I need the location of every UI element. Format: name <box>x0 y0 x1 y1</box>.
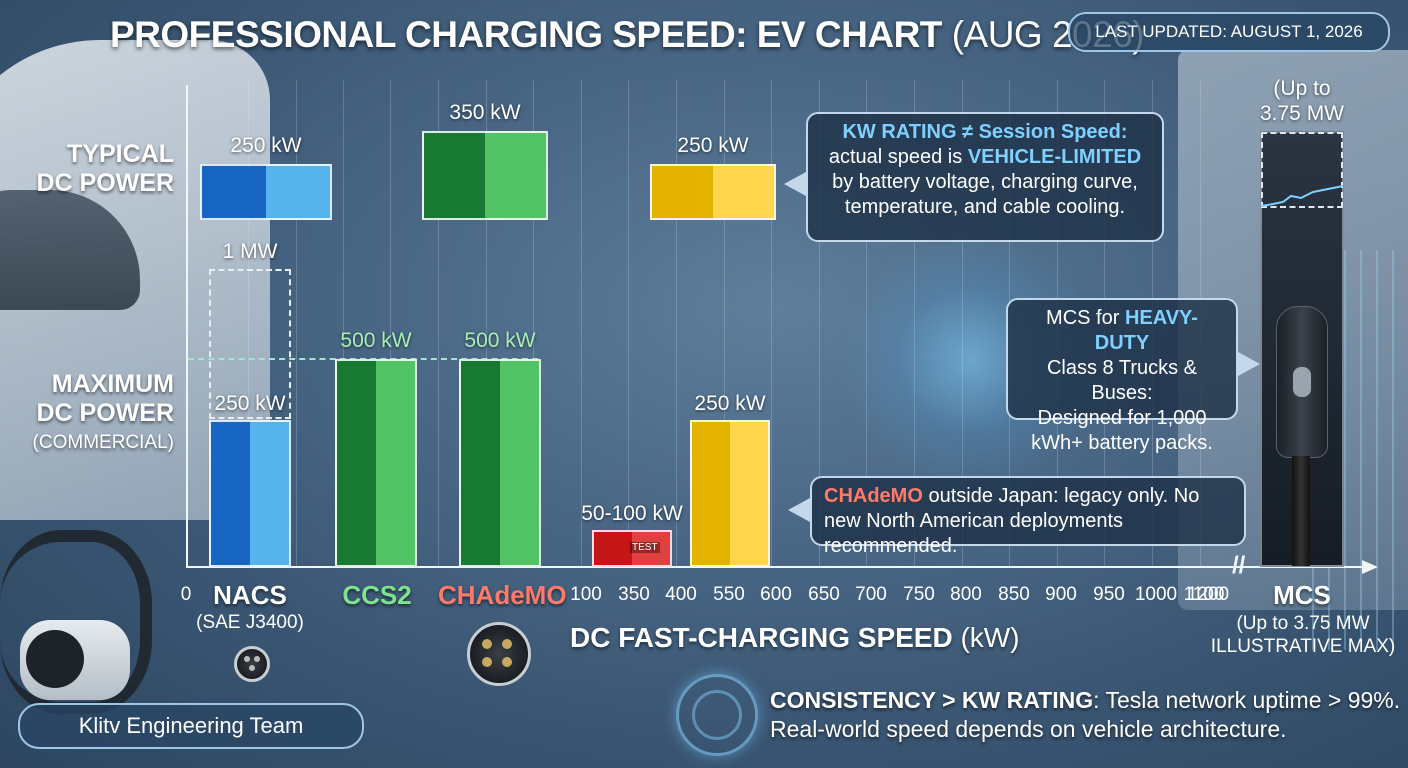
callout-chademo-pointer <box>788 498 810 522</box>
mcs-cable <box>1292 456 1310 566</box>
category-mcs: MCS <box>1273 580 1331 610</box>
gridline <box>486 80 487 567</box>
gridline <box>581 80 582 567</box>
bar-max-chademo <box>459 359 541 567</box>
test-tag: TEST <box>630 542 660 553</box>
bar-max-low <box>592 530 672 567</box>
tech-ring-inner-icon <box>692 690 742 740</box>
plug-illustration <box>20 620 130 700</box>
bar-typical-ccs2 <box>422 131 548 220</box>
label-typical-yellow: 250 kW <box>677 134 749 157</box>
max-row-label: MAXIMUM DC POWER (COMMERCIAL) <box>32 370 174 453</box>
bar-max-nacs <box>209 420 291 567</box>
gridline <box>914 80 915 567</box>
gridline <box>343 80 344 567</box>
bar-max-nacs-dashed <box>209 269 291 419</box>
label-typical-ccs2: 350 kW <box>449 101 521 124</box>
x-tick-550: 550 <box>713 584 745 605</box>
mcs-energy-line <box>1261 185 1343 207</box>
x-axis-label: DC FAST-CHARGING SPEED (kW) <box>570 622 1020 653</box>
nacs-connector-icon <box>234 646 270 682</box>
gridline <box>296 80 297 567</box>
label-mcs-top: (Up to 3.75 MW <box>1259 77 1345 125</box>
label-max-nacs: 250 kW <box>214 392 286 415</box>
category-mcs-sub: (Up to 3.75 MW ILLUSTRATIVE MAX) <box>1210 613 1396 657</box>
x-tick-750: 750 <box>903 584 935 605</box>
footer-note: CONSISTENCY > KW RATING: Tesla network u… <box>770 687 1401 742</box>
x-tick-350: 350 <box>618 584 650 605</box>
chademo-connector-icon <box>467 622 531 686</box>
gridline <box>438 80 439 567</box>
x-tick-1100: 1100 <box>1183 584 1225 605</box>
x-tick-650: 650 <box>808 584 840 605</box>
x-tick-0: 0 <box>180 584 192 605</box>
x-axis <box>186 566 1366 568</box>
x-tick-950: 950 <box>1093 584 1125 605</box>
category-nacs-sub: (SAE J3400) <box>196 612 304 633</box>
x-axis-arrow <box>1362 560 1378 574</box>
callout-kw-pointer <box>784 172 806 196</box>
gridline <box>724 80 725 567</box>
category-nacs: NACS <box>213 580 287 610</box>
bar-typical-yellow <box>650 164 776 220</box>
bar-max-ccs2 <box>335 359 417 567</box>
typical-row-label: TYPICAL DC POWER <box>36 140 175 197</box>
label-max-nacs-dashed: 1 MW <box>222 240 278 263</box>
label-max-yellow: 250 kW <box>694 392 766 415</box>
y-axis <box>186 85 188 567</box>
x-tick-850: 850 <box>998 584 1030 605</box>
category-ccs2: CCS2 <box>342 580 412 610</box>
callout-mcs: MCS for HEAVY-DUTY Class 8 Trucks & Buse… <box>1006 298 1238 454</box>
gridline <box>819 80 820 567</box>
x-tick-100: 100 <box>570 584 602 605</box>
bar-mcs-dashed <box>1261 132 1343 208</box>
gridline <box>533 80 534 567</box>
gridline <box>390 80 391 567</box>
mcs-plug-icon <box>1276 306 1328 458</box>
x-tick-1200: 1200 <box>1186 584 1230 605</box>
bar-typical-nacs <box>200 164 332 220</box>
callout-mcs-pointer <box>1238 352 1260 376</box>
x-tick-600: 600 <box>760 584 792 605</box>
x-tick-700: 700 <box>855 584 887 605</box>
callout-kw-rating: KW RATING ≠ Session Speed: actual speed … <box>806 112 1164 242</box>
x-tick-400: 400 <box>665 584 697 605</box>
label-max-chademo: 500 kW <box>464 329 536 352</box>
callout-chademo: CHAdeMO outside Japan: legacy only. No n… <box>810 476 1246 557</box>
gridline <box>628 80 629 567</box>
gridline <box>962 80 963 567</box>
label-max-ccs2: 500 kW <box>340 329 412 352</box>
label-max-low: 50-100 kW <box>581 502 683 525</box>
x-tick-900: 900 <box>1045 584 1077 605</box>
tech-ring-icon <box>676 674 758 756</box>
label-typical-nacs: 250 kW <box>230 134 302 157</box>
gridline <box>771 80 772 567</box>
bar-max-yellow <box>690 420 770 567</box>
team-badge: Klitv Engineering Team <box>18 703 364 749</box>
last-updated-badge: LAST UPDATED: AUGUST 1, 2026 <box>1068 12 1390 52</box>
gridline <box>248 80 249 567</box>
x-tick-800: 800 <box>950 584 982 605</box>
gridline <box>676 80 677 567</box>
x-tick-1000: 1000 <box>1134 584 1178 605</box>
axis-break-mark: // <box>1232 552 1246 579</box>
category-chademo: CHAdeMO <box>438 580 567 610</box>
chart-title: PROFESSIONAL CHARGING SPEED: EV CHART (A… <box>110 14 1145 55</box>
gridline <box>866 80 867 567</box>
